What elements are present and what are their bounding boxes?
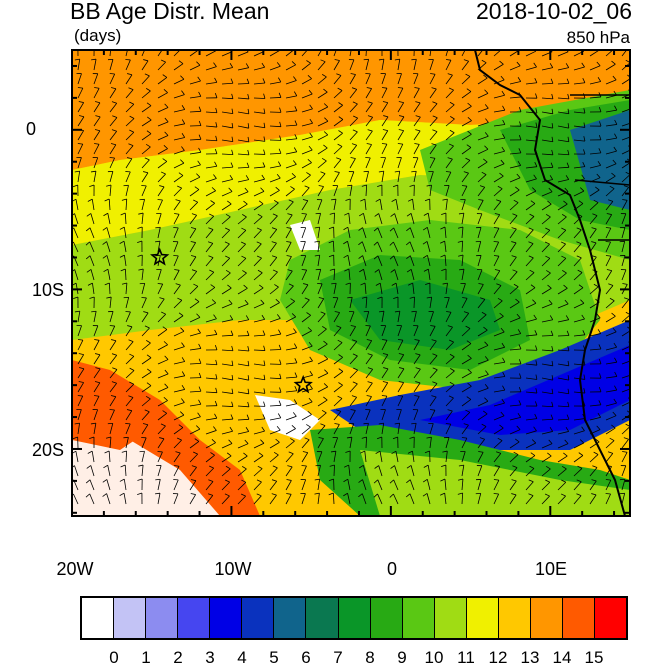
colorbar-swatch (339, 598, 371, 638)
wind-barb-flag (411, 311, 416, 312)
colorbar-swatch (531, 598, 563, 638)
wind-barb-flag (393, 45, 398, 47)
wind-barb-flag (498, 46, 502, 48)
colorbar-swatch (178, 598, 210, 638)
y-tick-label: 10S (24, 280, 64, 301)
colorbar-label: 15 (579, 648, 609, 668)
colorbar-label: 2 (163, 648, 193, 668)
wind-barb-flag (610, 46, 614, 48)
wind-barb-flag (410, 45, 415, 46)
x-tick-label: 20W (45, 559, 105, 580)
colorbar-label: 11 (451, 648, 481, 668)
colorbar-swatch (563, 598, 595, 638)
y-tick-label: 20S (24, 440, 64, 461)
wind-barb-flag (290, 46, 294, 49)
colorbar-label: 4 (227, 648, 257, 668)
wind-barb-flag (123, 437, 128, 438)
colorbar-label: 13 (515, 648, 545, 668)
colorbar-swatch (274, 598, 306, 638)
wind-barb-flag (302, 269, 307, 270)
wind-barb-flag (319, 46, 324, 47)
wind-barb-flag (624, 46, 629, 48)
wind-barb-flag (480, 46, 485, 48)
colorbar-label: 14 (547, 648, 577, 668)
colorbar-swatch (242, 598, 274, 638)
wind-barb-flag (305, 46, 310, 48)
wind-barb-flag (159, 46, 164, 47)
age-distribution-map (0, 0, 650, 590)
wind-barb (334, 213, 335, 224)
wind-barb-flag (347, 45, 352, 46)
wind-barb-flag (362, 45, 367, 46)
wind-barb-flag (158, 283, 163, 284)
colorbar-label: 9 (387, 648, 417, 668)
colorbar-swatch (306, 598, 338, 638)
colorbar-swatch (499, 598, 531, 638)
wind-barb-flag (364, 423, 369, 424)
wind-barb-flag (494, 493, 499, 494)
wind-barb-flag (427, 45, 432, 46)
colorbar-label: 6 (291, 648, 321, 668)
y-tick-label: 0 (0, 119, 36, 140)
colorbar-label: 7 (323, 648, 353, 668)
x-tick-label: 10E (521, 559, 581, 580)
colorbar-swatch (82, 598, 114, 638)
colorbar-swatch (210, 598, 242, 638)
colorbar-swatch (146, 598, 178, 638)
x-tick-label: 0 (362, 559, 422, 580)
colorbar-label: 5 (259, 648, 289, 668)
wind-barb-flag (494, 241, 499, 242)
colorbar-swatch (403, 598, 435, 638)
wind-barb-flag (177, 46, 181, 48)
wind-barb (238, 83, 249, 84)
colorbar-label: 0 (99, 648, 129, 668)
colorbar-swatch (467, 598, 499, 638)
wind-barb (334, 465, 335, 476)
wind-barb-flag (106, 45, 111, 46)
wind-barb-flag (110, 73, 115, 74)
x-tick-label: 10W (203, 559, 263, 580)
wind-barb-flag (110, 157, 115, 158)
colorbar-label: 3 (195, 648, 225, 668)
wind-barb (558, 335, 569, 336)
colorbar-label: 1 (131, 648, 161, 668)
wind-barb (270, 97, 281, 98)
colorbar-label: 8 (355, 648, 385, 668)
colorbar (80, 596, 628, 640)
wind-barb-flag (462, 45, 467, 46)
wind-barb-flag (606, 493, 611, 494)
colorbar-swatch (371, 598, 403, 638)
wind-barb (414, 297, 415, 308)
wind-barb (270, 349, 281, 350)
colorbar-label: 12 (483, 648, 513, 668)
colorbar-label: 10 (419, 648, 449, 668)
wind-barb-flag (606, 241, 611, 242)
wind-barb-flag (124, 185, 129, 186)
wind-barb-flag (89, 45, 94, 47)
wind-barb-flag (377, 45, 382, 47)
wind-barb (542, 335, 553, 336)
wind-barb (254, 350, 265, 351)
colorbar-swatch (595, 598, 626, 638)
colorbar-swatch (435, 598, 467, 638)
colorbar-swatch (114, 598, 146, 638)
wind-barb-flag (73, 45, 78, 47)
